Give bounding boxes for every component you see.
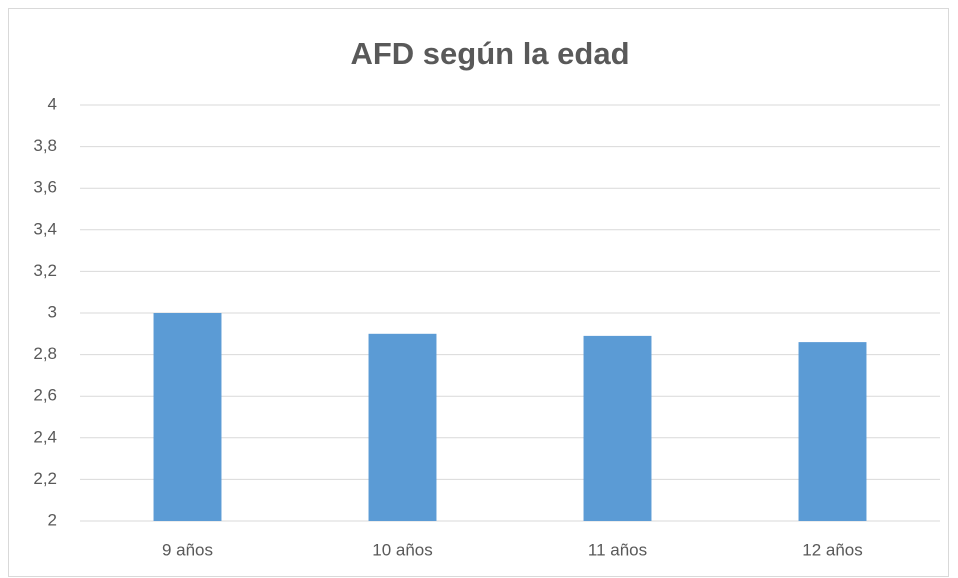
x-tick-label: 11 años [588,540,647,559]
y-tick-label: 3,6 [33,178,57,197]
y-tick-label: 2,8 [33,344,57,363]
y-tick-label: 2,6 [33,386,57,405]
bar [153,313,222,521]
y-tick-label: 3,4 [33,219,57,238]
x-tick-label: 9 años [162,540,213,559]
y-tick-label: 3,2 [33,261,57,280]
bar [368,333,437,521]
y-tick-label: 2,2 [33,469,57,488]
x-tick-label: 10 años [372,540,433,559]
bar [583,335,652,521]
x-tick-label: 12 años [802,540,863,559]
y-tick-label: 2 [48,510,57,529]
bar [798,342,867,521]
y-tick-label: 4 [48,94,57,113]
chart-title: AFD según la edad [350,36,629,71]
y-tick-label: 3 [48,302,57,321]
y-tick-label: 2,4 [33,427,57,446]
y-tick-label: 3,8 [33,136,57,155]
